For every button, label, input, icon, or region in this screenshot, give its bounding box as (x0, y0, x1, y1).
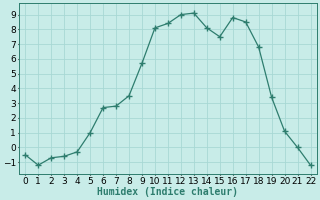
X-axis label: Humidex (Indice chaleur): Humidex (Indice chaleur) (97, 187, 238, 197)
